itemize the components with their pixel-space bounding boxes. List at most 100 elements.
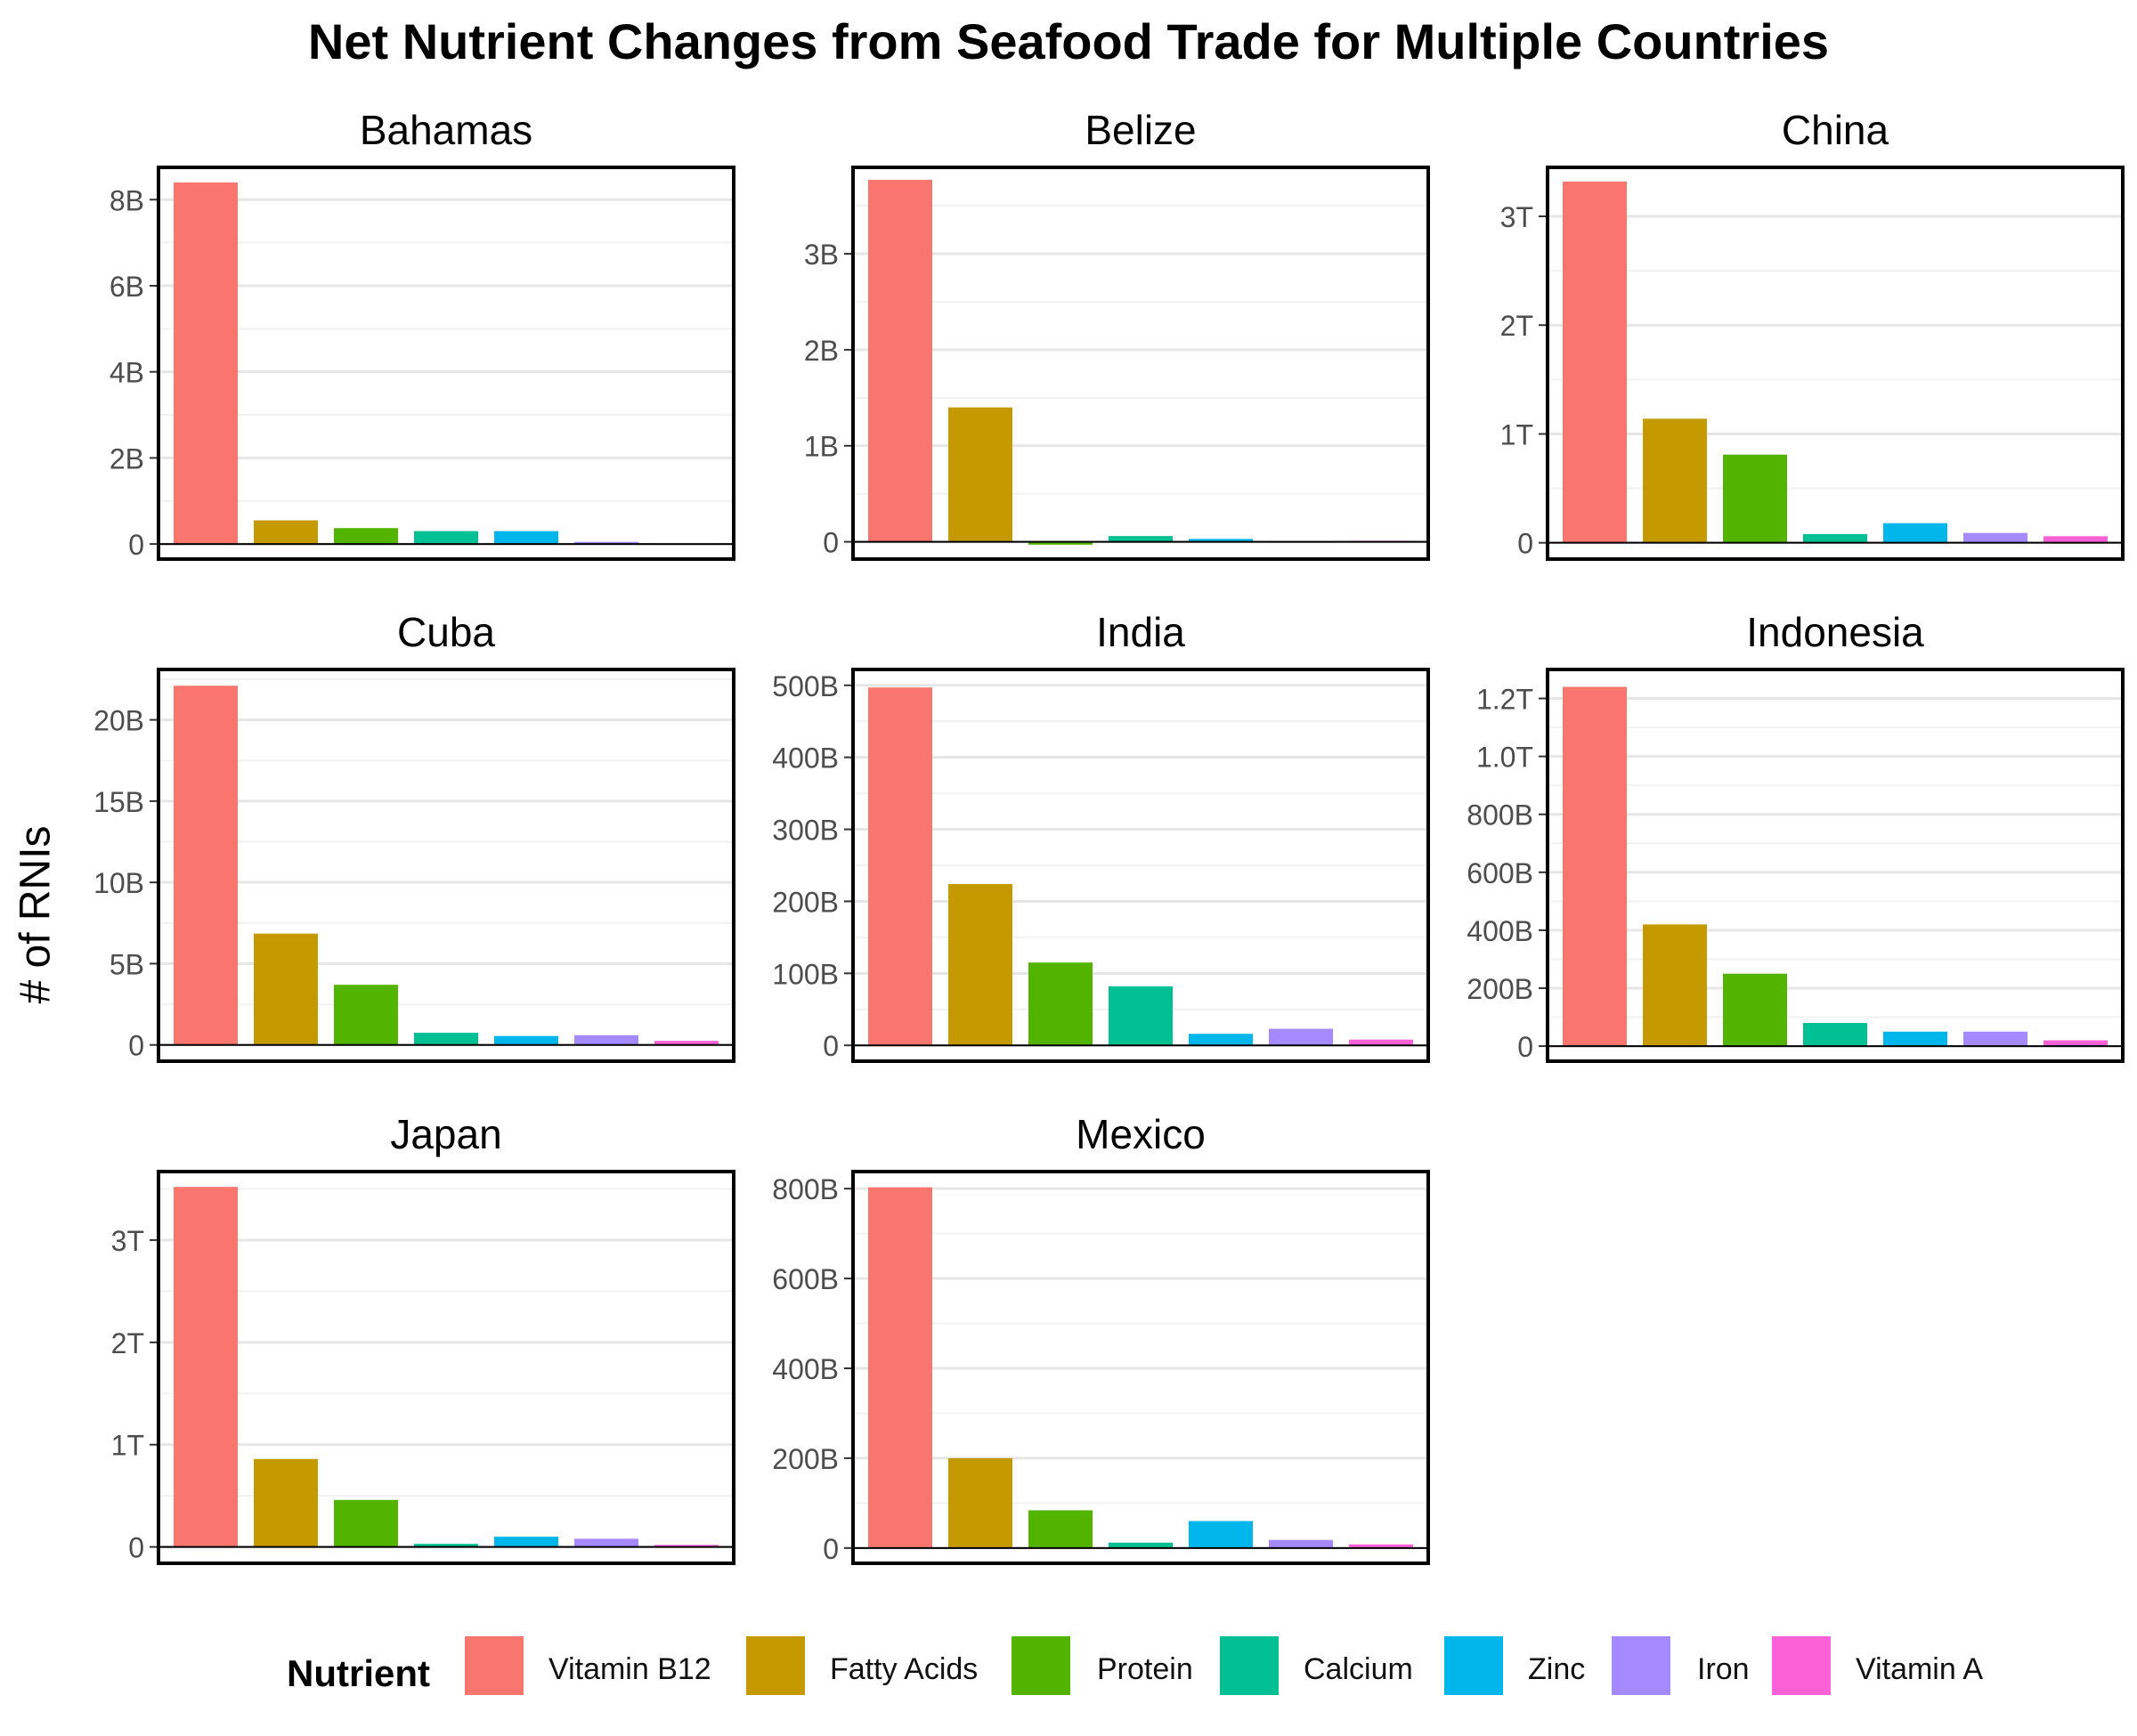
panel-border (1546, 166, 2125, 561)
bar-fatty-acids (948, 1457, 1012, 1548)
legend-swatch (1012, 1636, 1070, 1695)
legend-label: Fatty Acids (830, 1652, 979, 1686)
panel-border (157, 668, 735, 1063)
bar-protein (334, 1499, 398, 1547)
y-tick-label: 2T (1500, 310, 1533, 342)
bar-iron (1963, 1031, 2027, 1047)
bar-iron (574, 1034, 638, 1045)
y-tick-label: 2T (111, 1327, 144, 1359)
legend-swatch (1220, 1636, 1279, 1695)
y-tick-label: 0 (823, 1533, 839, 1565)
y-tick-label: 15B (93, 786, 144, 818)
y-tick-label: 0 (823, 527, 839, 559)
panel-title: Mexico (1076, 1111, 1206, 1157)
bar-calcium (414, 531, 478, 545)
bar-vitamin-b12 (174, 182, 238, 545)
bar-vitamin-a (2044, 1040, 2108, 1047)
bar-fatty-acids (948, 407, 1012, 542)
bar-calcium (1109, 536, 1173, 542)
y-tick-label: 0 (823, 1030, 839, 1062)
legend-label: Iron (1697, 1652, 1750, 1686)
y-tick-label: 1B (804, 431, 839, 463)
y-tick-label: 1T (111, 1430, 144, 1462)
bar-vitamin-a (1349, 1544, 1413, 1548)
bar-protein (1028, 541, 1093, 545)
y-tick-label: 3B (804, 239, 839, 271)
bar-zinc (494, 1035, 558, 1045)
bar-calcium (1109, 1542, 1173, 1548)
bar-fatty-acids (254, 520, 318, 545)
bar-zinc (1189, 539, 1253, 542)
bar-zinc (1189, 1521, 1253, 1548)
bar-zinc (1883, 1031, 1947, 1047)
bar-vitamin-a (654, 1041, 719, 1045)
bar-calcium (414, 1033, 478, 1045)
bar-vitamin-b12 (1563, 181, 1627, 543)
bar-protein (1723, 973, 1787, 1047)
y-tick-label: 0 (128, 1030, 144, 1062)
bar-vitamin-b12 (868, 180, 932, 542)
panel-border (851, 1170, 1430, 1565)
bar-vitamin-a (2044, 536, 2108, 543)
bar-zinc (494, 1537, 558, 1547)
panel-title: Japan (390, 1111, 501, 1157)
legend-label: Vitamin A (1856, 1652, 1984, 1686)
legend-label: Zinc (1528, 1652, 1586, 1686)
y-tick-label: 600B (772, 1263, 839, 1295)
y-tick-label: 400B (1467, 915, 1533, 947)
panel-title: Bahamas (360, 107, 532, 153)
panel-title: Belize (1085, 107, 1196, 153)
bar-fatty-acids (1643, 924, 1707, 1047)
legend-swatch (1612, 1636, 1670, 1695)
bar-zinc (1883, 523, 1947, 543)
y-tick-label: 1.0T (1476, 742, 1533, 774)
y-tick-label: 20B (93, 705, 144, 737)
bar-vitamin-b12 (1563, 686, 1627, 1047)
bar-iron (1963, 532, 2027, 543)
chart-title: Net Nutrient Changes from Seafood Trade … (307, 13, 1830, 69)
y-tick-label: 500B (772, 670, 839, 702)
y-tick-label: 400B (772, 742, 839, 775)
panel-border (157, 1170, 735, 1565)
panel-title: Cuba (397, 609, 495, 655)
y-tick-label: 400B (772, 1353, 839, 1385)
y-tick-label: 0 (1517, 1031, 1533, 1063)
panel-border (851, 668, 1430, 1063)
legend-swatch (465, 1636, 524, 1695)
bar-vitamin-b12 (174, 1187, 238, 1547)
y-tick-label: 10B (93, 867, 144, 899)
bar-protein (334, 985, 398, 1045)
panel-title: India (1096, 609, 1185, 655)
y-tick-label: 2B (110, 442, 144, 475)
bar-vitamin-a (1349, 1039, 1413, 1046)
y-tick-label: 200B (772, 1443, 839, 1475)
y-tick-label: 800B (772, 1173, 839, 1205)
legend: Nutrient Vitamin B12 Fatty Acids Protein Ca… (0, 1636, 2137, 1708)
bar-fatty-acids (254, 933, 318, 1045)
panel-border (851, 166, 1430, 561)
panel-border (157, 166, 735, 561)
legend-swatch (746, 1636, 805, 1695)
legend-label: Calcium (1304, 1652, 1413, 1686)
bar-fatty-acids (254, 1458, 318, 1547)
y-tick-label: 0 (128, 1532, 144, 1564)
bar-zinc (494, 531, 558, 545)
bar-protein (1723, 454, 1787, 543)
y-tick-label: 600B (1467, 857, 1533, 889)
y-tick-label: 200B (772, 886, 839, 918)
bar-zinc (1189, 1034, 1253, 1046)
bar-protein (1028, 1510, 1093, 1548)
y-tick-label: 200B (1467, 973, 1533, 1005)
y-tick-label: 2B (804, 335, 839, 367)
y-tick-label: 0 (128, 529, 144, 561)
bar-iron (1269, 1539, 1333, 1548)
legend-label: Protein (1097, 1652, 1193, 1686)
y-tick-label: 1.2T (1476, 684, 1533, 716)
panel-border (1546, 668, 2125, 1063)
legend-swatch (1772, 1636, 1831, 1695)
bar-fatty-acids (1643, 418, 1707, 543)
panel-title: Indonesia (1746, 609, 1924, 655)
bar-fatty-acids (948, 884, 1012, 1046)
legend-title: Nutrient (287, 1652, 430, 1694)
bar-calcium (1803, 533, 1867, 543)
